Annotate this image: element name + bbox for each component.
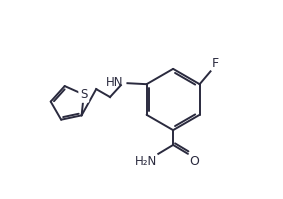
Text: F: F [211, 57, 219, 70]
Text: H₂N: H₂N [135, 155, 157, 168]
Text: S: S [80, 88, 87, 101]
Text: HN: HN [106, 76, 124, 89]
Text: O: O [190, 155, 200, 168]
